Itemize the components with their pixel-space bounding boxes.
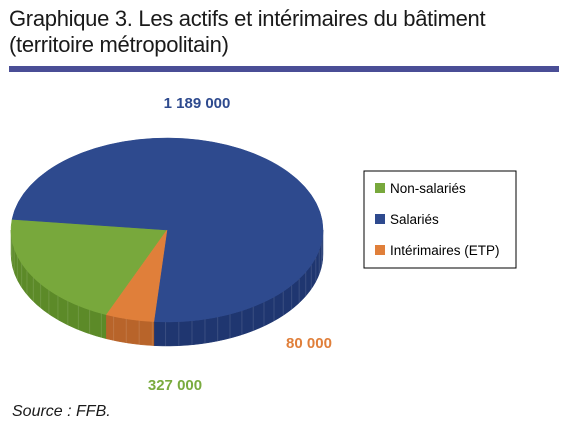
legend-label-2: Intérimaires (ETP) [390,243,500,258]
data-label-0: 327 000 [148,377,202,394]
legend-box [363,170,517,269]
pie-slice-1 [11,137,324,323]
legend-swatch-2 [375,245,385,255]
title-rule [9,66,559,72]
legend-swatch-0 [375,183,385,193]
source-note: Source : FFB. [12,403,111,420]
chart-title-line-2: (territoire métropolitain) [9,32,229,57]
data-label-2: 80 000 [286,335,332,352]
side-texture [10,232,324,346]
legend-swatch-1 [375,214,385,224]
legend-label-0: Non-salariés [390,181,466,196]
data-label-1: 1 189 000 [164,95,231,112]
pie-slice-0 [10,219,168,316]
chart-title: Graphique 3. Les actifs et intérimaires … [9,6,559,58]
pie-slice-2 [105,229,168,322]
chart-title-line-1: Graphique 3. Les actifs et intérimaires … [9,6,486,31]
legend-label-1: Salariés [390,212,439,227]
